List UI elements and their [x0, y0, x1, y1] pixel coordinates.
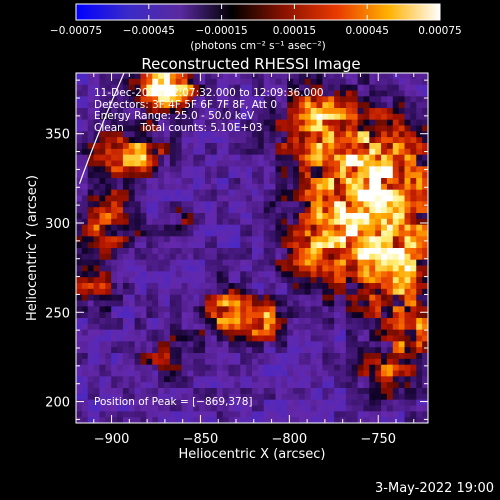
- x-axis-label: Heliocentric X (arcsec): [179, 447, 326, 462]
- energy-range-info: Energy Range: 25.0 - 50.0 keV: [94, 110, 255, 123]
- y-tick-label: 250: [45, 306, 70, 321]
- colorbar-tick-label: −0.00015: [195, 25, 247, 37]
- colorbar-tick-label: 0.00045: [345, 25, 388, 37]
- x-tick-label: −900: [94, 432, 130, 447]
- colorbar-tick-label: 0.00015: [273, 25, 316, 37]
- colorbar-tick-label: −0.00045: [123, 25, 175, 37]
- colorbar-units: (photons cm⁻² s⁻¹ asec⁻²): [190, 40, 325, 52]
- chart-title: Reconstructed RHESSI Image: [141, 55, 360, 73]
- axes: −900 −850 −800 −750 200 250 300 350: [45, 73, 428, 447]
- x-tick-label: −850: [183, 432, 219, 447]
- colorbar-tick-label: 0.00075: [418, 25, 461, 37]
- solar-limb-arc: [78, 73, 125, 184]
- colorbar: [75, 3, 441, 21]
- x-tick-label: −750: [360, 432, 396, 447]
- y-tick-label: 200: [45, 396, 70, 411]
- observation-time: 11-Dec-2015 12:07:32.000 to 12:09:36.000: [94, 87, 324, 99]
- clean-counts-info: Clean Total counts: 5.10E+03: [94, 121, 263, 134]
- colorbar-tick-label: −0.00075: [50, 25, 102, 37]
- x-tick-label: −800: [271, 432, 307, 447]
- plot-frame: [75, 72, 429, 424]
- heatmap-image: [76, 73, 428, 423]
- y-axis-label: Heliocentric Y (arcsec): [25, 175, 40, 321]
- detectors-info: Detectors: 3F 4F 5F 6F 7F 8F, Att 0: [94, 98, 278, 111]
- y-tick-label: 350: [45, 128, 70, 143]
- footer-timestamp: 3-May-2022 19:00: [375, 481, 494, 496]
- y-tick-label: 300: [45, 217, 70, 232]
- colorbar-ticks: −0.00075 −0.00045 −0.00015 0.00015 0.00045 0.…: [50, 4, 462, 37]
- peak-position-label: Position of Peak = [−869,378]: [94, 396, 253, 408]
